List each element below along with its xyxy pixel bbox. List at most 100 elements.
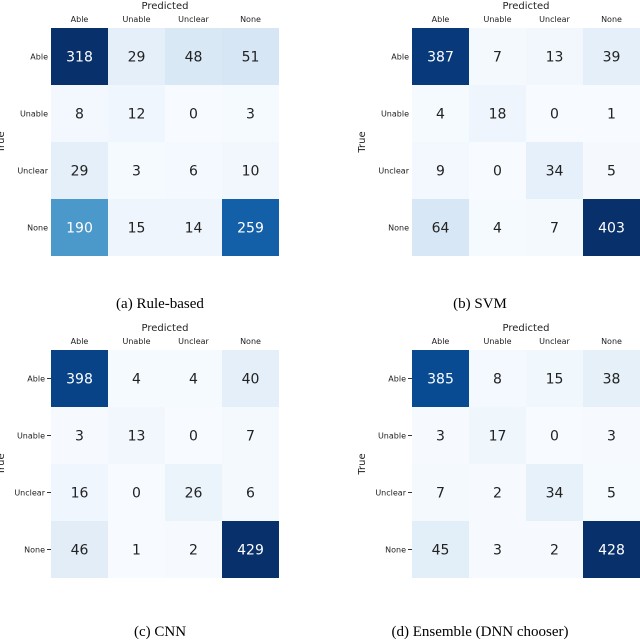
heatmap-cell [583,28,640,85]
cell-value-label: 3 [132,164,141,180]
cell-value-label: 2 [189,543,198,559]
x-tick-label: Unclear [178,337,209,346]
x-tick-label: Unable [122,15,150,24]
cell-value-label: 7 [550,221,559,237]
heatmap-svg: Predicted True Able Unable Unclear None Able Un… [357,1,640,256]
cell-value-label: 46 [71,543,89,559]
cell-value-label: 39 [603,50,621,66]
heatmap-cell [222,85,279,142]
heatmap-cell [51,85,108,142]
heatmap-cell [412,85,469,142]
x-tick-label: Able [432,337,450,346]
cell-value-label: 8 [493,372,502,388]
heatmap-cell [412,350,469,407]
confusion-matrix-rule-based: Predicted True Able Unable Unclear None Able Un… [0,0,320,322]
heatmap-svg: Predicted True Able Unable Unclear None Able Un… [357,323,640,578]
cell-value-label: 259 [237,221,264,237]
y-axis-title: True [0,453,7,475]
x-tick-label: Unclear [178,15,209,24]
heatmap-cell [526,142,583,199]
cell-value-label: 13 [546,50,564,66]
heatmap-cell [469,464,526,521]
panel-caption: (b) SVM [453,296,507,312]
heatmap-cell [469,28,526,85]
y-tick-label: None [388,224,409,233]
y-tick-label: Unclear [17,167,48,176]
cell-value-label: 51 [242,50,260,66]
heatmap-cell [412,521,469,578]
x-tick-label: None [240,15,261,24]
heatmap-cell [51,142,108,199]
heatmap-cell [583,521,640,578]
cell-value-label: 403 [598,221,625,237]
y-axis-title: True [0,131,7,153]
x-tick-label: Unable [483,15,511,24]
heatmap-cell [165,28,222,85]
heatmap-cell [108,142,165,199]
heatmap-cell [469,521,526,578]
cell-value-label: 45 [432,543,450,559]
cell-value-label: 3 [246,107,255,123]
heatmap-cell [165,464,222,521]
heatmap-cell [51,464,108,521]
heatmap-cell [526,464,583,521]
cell-value-label: 0 [189,107,198,123]
heatmap-cell [469,199,526,256]
heatmap-cell [108,28,165,85]
cell-value-label: 3 [436,429,445,445]
cell-value-label: 3 [75,429,84,445]
cell-value-label: 5 [607,164,616,180]
confusion-matrix-ensemble: Predicted True Able Unable Unclear None Able Un… [320,322,640,644]
heatmap-cell [108,407,165,464]
heatmap-cell [526,407,583,464]
heatmap-cell [222,407,279,464]
y-tick-label: Unable [20,110,48,119]
cell-value-label: 0 [189,429,198,445]
heatmap-cell [469,85,526,142]
cell-value-label: 4 [436,107,445,123]
heatmap-cell [412,464,469,521]
heatmap-cell [222,199,279,256]
x-tick-label: None [240,337,261,346]
cell-value-label: 12 [128,107,146,123]
cell-value-label: 1 [132,543,141,559]
cell-value-label: 13 [128,429,146,445]
cell-value-label: 387 [427,50,454,66]
panel-caption: (c) CNN [133,624,187,640]
heatmap-svg: Predicted True Able Unable Unclear None Able Un… [0,1,279,256]
heatmap-cell [583,350,640,407]
y-tick-label: Unable [381,110,409,119]
y-axis-title: True [357,131,368,153]
panel-caption: (d) Ensemble (DNN chooser) [391,624,569,640]
heatmap-cell [222,350,279,407]
cell-value-label: 5 [607,486,616,502]
heatmap-cell [108,350,165,407]
x-axis-title: Predicted [142,323,189,334]
x-axis-title: Predicted [503,1,550,12]
heatmap-cell [165,350,222,407]
cell-value-label: 428 [598,543,625,559]
heatmap-cell [412,28,469,85]
heatmap-cell [526,199,583,256]
cell-value-label: 318 [66,50,93,66]
heatmap-cell [108,464,165,521]
y-tick-label: Able [30,53,48,62]
cell-value-label: 18 [489,107,507,123]
cell-value-label: 17 [489,429,507,445]
x-axis-title: Predicted [142,1,189,12]
heatmap-cell [583,85,640,142]
heatmap-cell [469,350,526,407]
cell-value-label: 6 [246,486,255,502]
x-tick-label: Able [432,15,450,24]
cell-value-label: 26 [185,486,203,502]
heatmap-cell [412,199,469,256]
y-tick-label: Unclear [14,489,45,498]
y-tick-label: Unclear [375,489,406,498]
heatmap-cell [165,521,222,578]
x-tick-label: Unclear [539,15,570,24]
cell-value-label: 0 [550,429,559,445]
x-tick-label: Able [71,15,89,24]
heatmap-cell [51,199,108,256]
y-axis-title: True [357,453,368,475]
cell-value-label: 1 [607,107,616,123]
